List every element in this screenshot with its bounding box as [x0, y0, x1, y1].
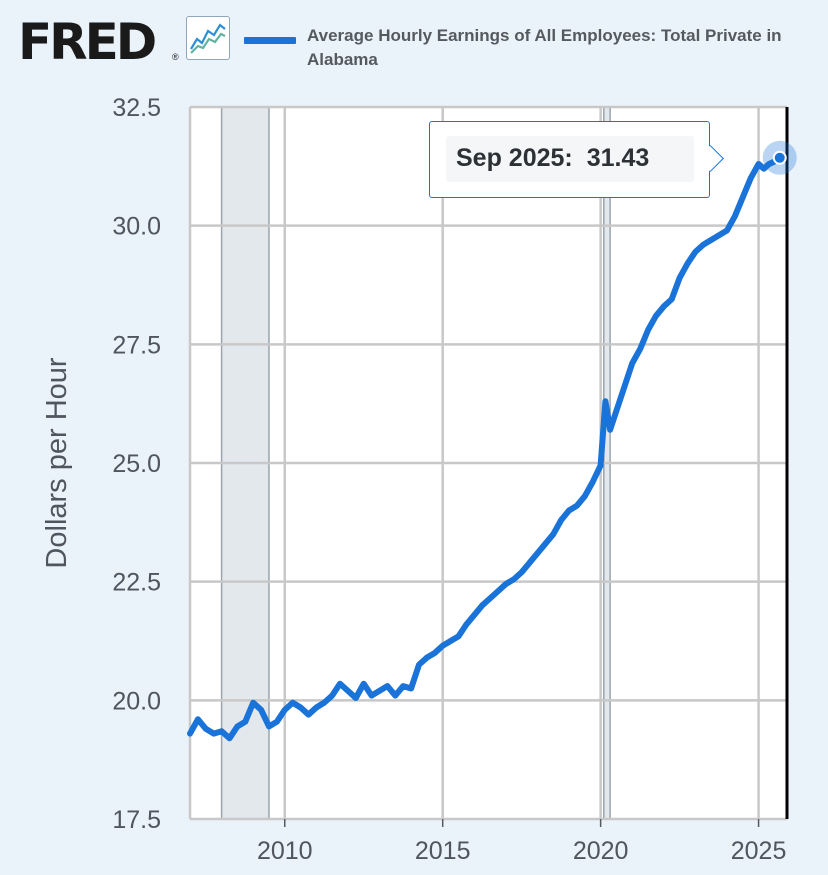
x-tick-label: 2015	[415, 837, 471, 865]
y-tick-label: 20.0	[112, 687, 161, 715]
y-tick-label: 25.0	[112, 450, 161, 478]
highlight-point[interactable]	[772, 150, 787, 165]
chart-header: FRED ® Average Hourly Earnings of All Em…	[0, 0, 828, 90]
x-axis-ticks: 2010 2015 2020 2025	[257, 819, 786, 865]
y-tick-label: 17.5	[112, 806, 161, 834]
series-line-1[interactable]	[187, 154, 783, 742]
x-tick-label: 2010	[257, 837, 313, 865]
y-tick-label: 22.5	[112, 569, 161, 597]
legend-series-label[interactable]: Average Hourly Earnings of All Employees…	[307, 26, 782, 69]
legend-swatch	[244, 37, 296, 44]
y-tick-label: 27.5	[112, 331, 161, 359]
x-tick-label: 2020	[573, 837, 629, 865]
tooltip-date: Sep 2025:	[456, 144, 573, 172]
y-axis-ticks: 17.5 20.0 22.5 25.0 27.5 30.0 32.5	[112, 94, 161, 834]
y-tick-label: 32.5	[112, 94, 161, 122]
tooltip-value: 31.43	[586, 144, 650, 172]
line-graph-icon[interactable]	[186, 16, 230, 60]
registered-mark: ®	[172, 52, 179, 62]
highlight-marker	[762, 140, 797, 175]
y-tick-label: 30.0	[112, 213, 161, 241]
fred-logo[interactable]: FRED	[18, 13, 157, 71]
series-layer	[187, 154, 783, 742]
gridlines	[188, 105, 787, 821]
value-tooltip: Sep 2025: 31.43	[429, 121, 724, 198]
y-axis-label: Dollars per Hour	[41, 357, 73, 568]
x-tick-label: 2025	[731, 837, 787, 865]
